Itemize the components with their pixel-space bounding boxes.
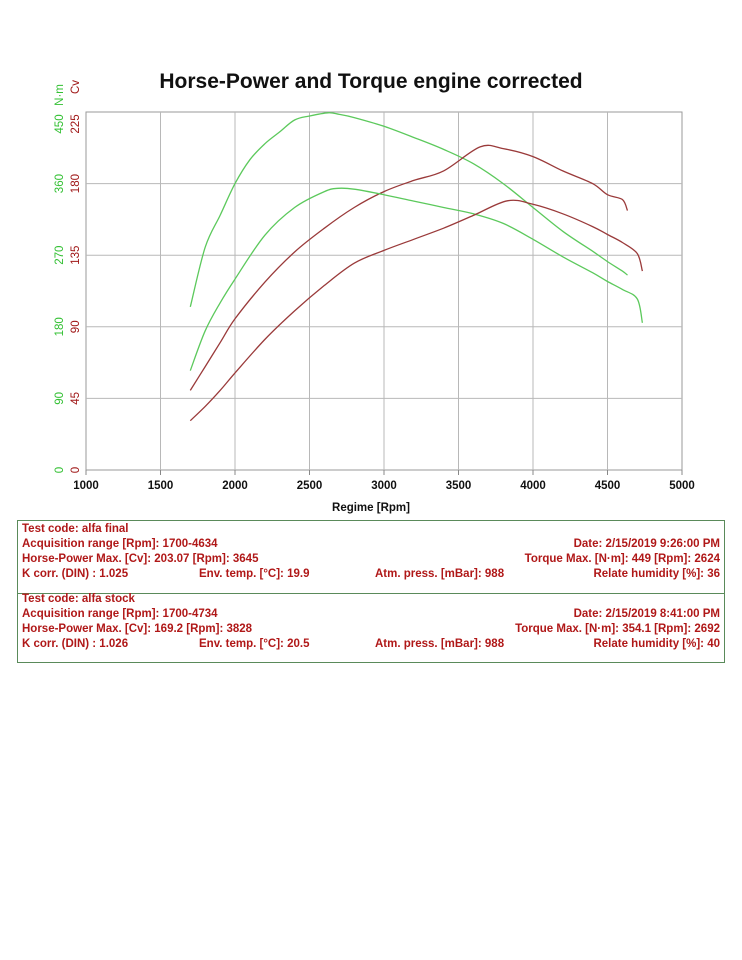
y-tick-power: 90 [70,320,82,333]
humidity: Relate humidity [%]: 40 [593,638,720,650]
y-tick-power: 180 [70,174,82,193]
humidity: Relate humidity [%]: 36 [593,568,720,580]
env-temp: Env. temp. [°C]: 20.5 [199,638,310,650]
k-correction: K corr. (DIN) : 1.025 [22,568,129,580]
torque-max: Torque Max. [N·m]: 354.1 [Rpm]: 2692 [515,623,720,635]
env-temp: Env. temp. [°C]: 19.9 [199,568,310,580]
test-date: Date: 2/15/2019 9:26:00 PM [573,538,720,550]
test-date: Date: 2/15/2019 8:41:00 PM [573,608,720,620]
x-tick-label: 4500 [595,480,621,492]
chart-title-text: Horse-Power and Torque engine corrected [159,70,583,93]
info-row: Horse-Power Max. [Cv]: 203.07 [Rpm]: 364… [22,553,720,567]
atm-pressure: Atm. press. [mBar]: 988 [375,568,505,580]
y-tick-torque: 270 [54,246,66,265]
x-axis-label: Regime [Rpm] [332,502,410,514]
info-row: Acquisition range [Rpm]: 1700-4734 Date:… [22,608,720,622]
k-correction: K corr. (DIN) : 1.026 [22,638,129,650]
horsepower-max: Horse-Power Max. [Cv]: 203.07 [Rpm]: 364… [22,553,259,565]
x-tick-label: 4000 [520,480,546,492]
y-tick-power: 45 [70,392,82,405]
y-tick-torque: 450 [54,114,66,133]
horsepower-max: Horse-Power Max. [Cv]: 169.2 [Rpm]: 3828 [22,623,253,635]
info-row: Test code: alfa stock [22,593,720,607]
series-alfa-stock-power [189,199,644,422]
x-tick-label: 2500 [297,480,323,492]
series-alfa-stock-torque [189,187,644,371]
series-alfa-final-power [189,144,629,391]
y-ticks: 0 90 180 270 360 450 0 45 90 135 180 225 [54,114,82,473]
chart-title: Horse-Power and Torque engine corrected [0,70,742,94]
acquisition-range: Acquisition range [Rpm]: 1700-4734 [22,608,218,620]
torque-max: Torque Max. [N·m]: 449 [Rpm]: 2624 [524,553,720,565]
info-row: Test code: alfa final [22,523,720,537]
test-info-final: Test code: alfa final Acquisition range … [17,520,725,594]
y-tick-torque: 90 [54,392,66,405]
acquisition-range: Acquisition range [Rpm]: 1700-4634 [22,538,218,550]
test-code: Test code: alfa stock [22,593,135,605]
test-code: Test code: alfa final [22,523,129,535]
x-ticks: 1000 1500 2000 2500 3000 3500 4000 4500 5000 [73,470,695,492]
series-layer [189,112,644,422]
y-axis-power-label: Cv [70,80,82,94]
x-tick-label: 1500 [148,480,174,492]
info-row: K corr. (DIN) : 1.026 Env. temp. [°C]: 2… [22,638,720,652]
x-tick-label: 2000 [222,480,248,492]
x-tick-label: 3500 [446,480,472,492]
y-tick-power: 0 [70,467,82,473]
info-row: Horse-Power Max. [Cv]: 169.2 [Rpm]: 3828… [22,623,720,637]
series-alfa-final-torque [189,112,628,308]
grid [85,111,683,471]
info-row: Acquisition range [Rpm]: 1700-4634 Date:… [22,538,720,552]
x-tick-label: 3000 [371,480,397,492]
dyno-chart: 1000 1500 2000 2500 3000 3500 4000 4500 5000 090… [54,80,695,514]
x-tick-label: 1000 [73,480,99,492]
atm-pressure: Atm. press. [mBar]: 988 [375,638,505,650]
y-tick-torque: 180 [54,317,66,336]
test-info-stock: Test code: alfa stock Acquisition range … [17,592,725,663]
y-tick-torque: 360 [54,174,66,193]
x-tick-label: 5000 [669,480,695,492]
y-tick-torque: 0 [54,467,66,473]
info-row: K corr. (DIN) : 1.025 Env. temp. [°C]: 1… [22,568,720,582]
y-axis-torque-label: N·m [54,84,66,106]
y-tick-power: 135 [70,246,82,265]
y-tick-power: 225 [70,114,82,133]
